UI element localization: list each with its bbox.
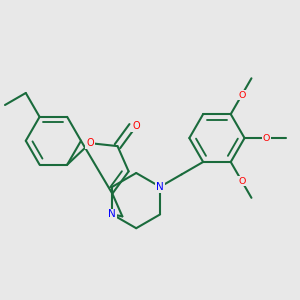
Text: O: O bbox=[263, 134, 270, 142]
Text: O: O bbox=[238, 91, 245, 100]
Text: O: O bbox=[132, 121, 140, 131]
Text: N: N bbox=[108, 209, 116, 219]
Text: O: O bbox=[86, 138, 94, 148]
Text: N: N bbox=[156, 182, 164, 192]
Text: O: O bbox=[238, 177, 245, 186]
